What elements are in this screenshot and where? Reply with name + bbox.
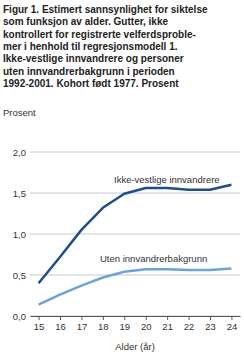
x-tick-label: 24 [227, 321, 238, 332]
x-tick-mark [103, 316, 104, 320]
x-tick-label: 18 [98, 321, 109, 332]
title: Figur 1. Estimert sannsynlighet for sikt… [3, 4, 208, 89]
x-tick: 17 [77, 316, 88, 332]
x-axis-title: Alder (år) [115, 341, 155, 352]
y-tick-label: 1,0 [13, 229, 26, 240]
y-tick-label: 2,0 [13, 147, 26, 158]
y-tick: 0,5 [13, 270, 30, 281]
x-tick-label: 15 [34, 321, 45, 332]
x-tick: 20 [141, 316, 152, 332]
plot: 0,0 0,5 1,0 1,5 2,0 15 16 17 18 19 20 21 22 23 24 Ikke-… [13, 147, 241, 332]
x-axis: 15 16 17 18 19 20 21 22 23 24 [31, 316, 241, 332]
title-line: kontrollert for registrerte velferdsprob… [3, 29, 196, 40]
x-tick: 15 [34, 316, 45, 332]
y-tick: 1,5 [13, 188, 30, 199]
x-tick-label: 22 [184, 321, 195, 332]
series-label: Ikke-vestlige innvandrere [114, 174, 220, 185]
x-tick-label: 23 [205, 321, 216, 332]
x-tick-mark [39, 316, 40, 320]
x-tick: 22 [184, 316, 195, 332]
x-tick-mark [146, 316, 147, 320]
x-tick-mark [167, 316, 168, 320]
x-tick-label: 20 [141, 321, 152, 332]
grid-line [30, 193, 240, 194]
series-label: Uten innvandrerbakgrunn [100, 253, 207, 264]
y-axis-title: Prosent [3, 107, 36, 118]
x-tick: 19 [119, 316, 130, 332]
x-tick-label: 17 [77, 321, 88, 332]
grid-line [30, 234, 240, 235]
title-line: 1992-2001. Kohort født 1977. Prosent [3, 78, 179, 89]
title-line: mer i henhold til regresjonsmodell 1. [3, 41, 178, 52]
grid-line [30, 316, 240, 317]
x-tick-mark [60, 316, 61, 320]
x-axis-line [31, 316, 241, 317]
y-tick-label: 0,5 [13, 270, 26, 281]
x-tick-mark [81, 316, 82, 320]
series-line [39, 268, 232, 304]
y-tick-label: 1,5 [13, 188, 26, 199]
grid-line [30, 275, 240, 276]
series-line [39, 185, 232, 283]
title-line: uten innvandrerbakgrunn i perioden [3, 66, 175, 77]
x-tick-label: 21 [162, 321, 173, 332]
x-tick: 16 [55, 316, 66, 332]
lines [39, 185, 232, 305]
y-axis: 0,0 0,5 1,0 1,5 2,0 [13, 147, 31, 322]
y-tick-label: 0,0 [13, 311, 26, 322]
x-tick-mark [124, 316, 125, 320]
chart: Figur 1. Estimert sannsynlighet for sikt… [0, 0, 244, 359]
x-tick: 23 [205, 316, 216, 332]
y-tick: 0,0 [13, 311, 30, 322]
x-tick: 21 [162, 316, 173, 332]
x-tick: 18 [98, 316, 109, 332]
x-tick-mark [231, 316, 232, 320]
y-tick: 2,0 [13, 147, 30, 158]
grid-line [30, 152, 240, 153]
title-line: Figur 1. Estimert sannsynlighet for sikt… [3, 4, 208, 15]
title-line: Ikke-vestlige innvandrere og personer [3, 53, 184, 64]
y-axis-line [30, 153, 31, 317]
title-line: som funksjon av alder. Gutter, ikke [3, 16, 168, 27]
x-tick-label: 16 [55, 321, 66, 332]
x-tick-label: 19 [119, 321, 130, 332]
y-tick: 1,0 [13, 229, 30, 240]
x-tick-mark [189, 316, 190, 320]
x-tick: 24 [227, 316, 238, 332]
x-tick-mark [210, 316, 211, 320]
